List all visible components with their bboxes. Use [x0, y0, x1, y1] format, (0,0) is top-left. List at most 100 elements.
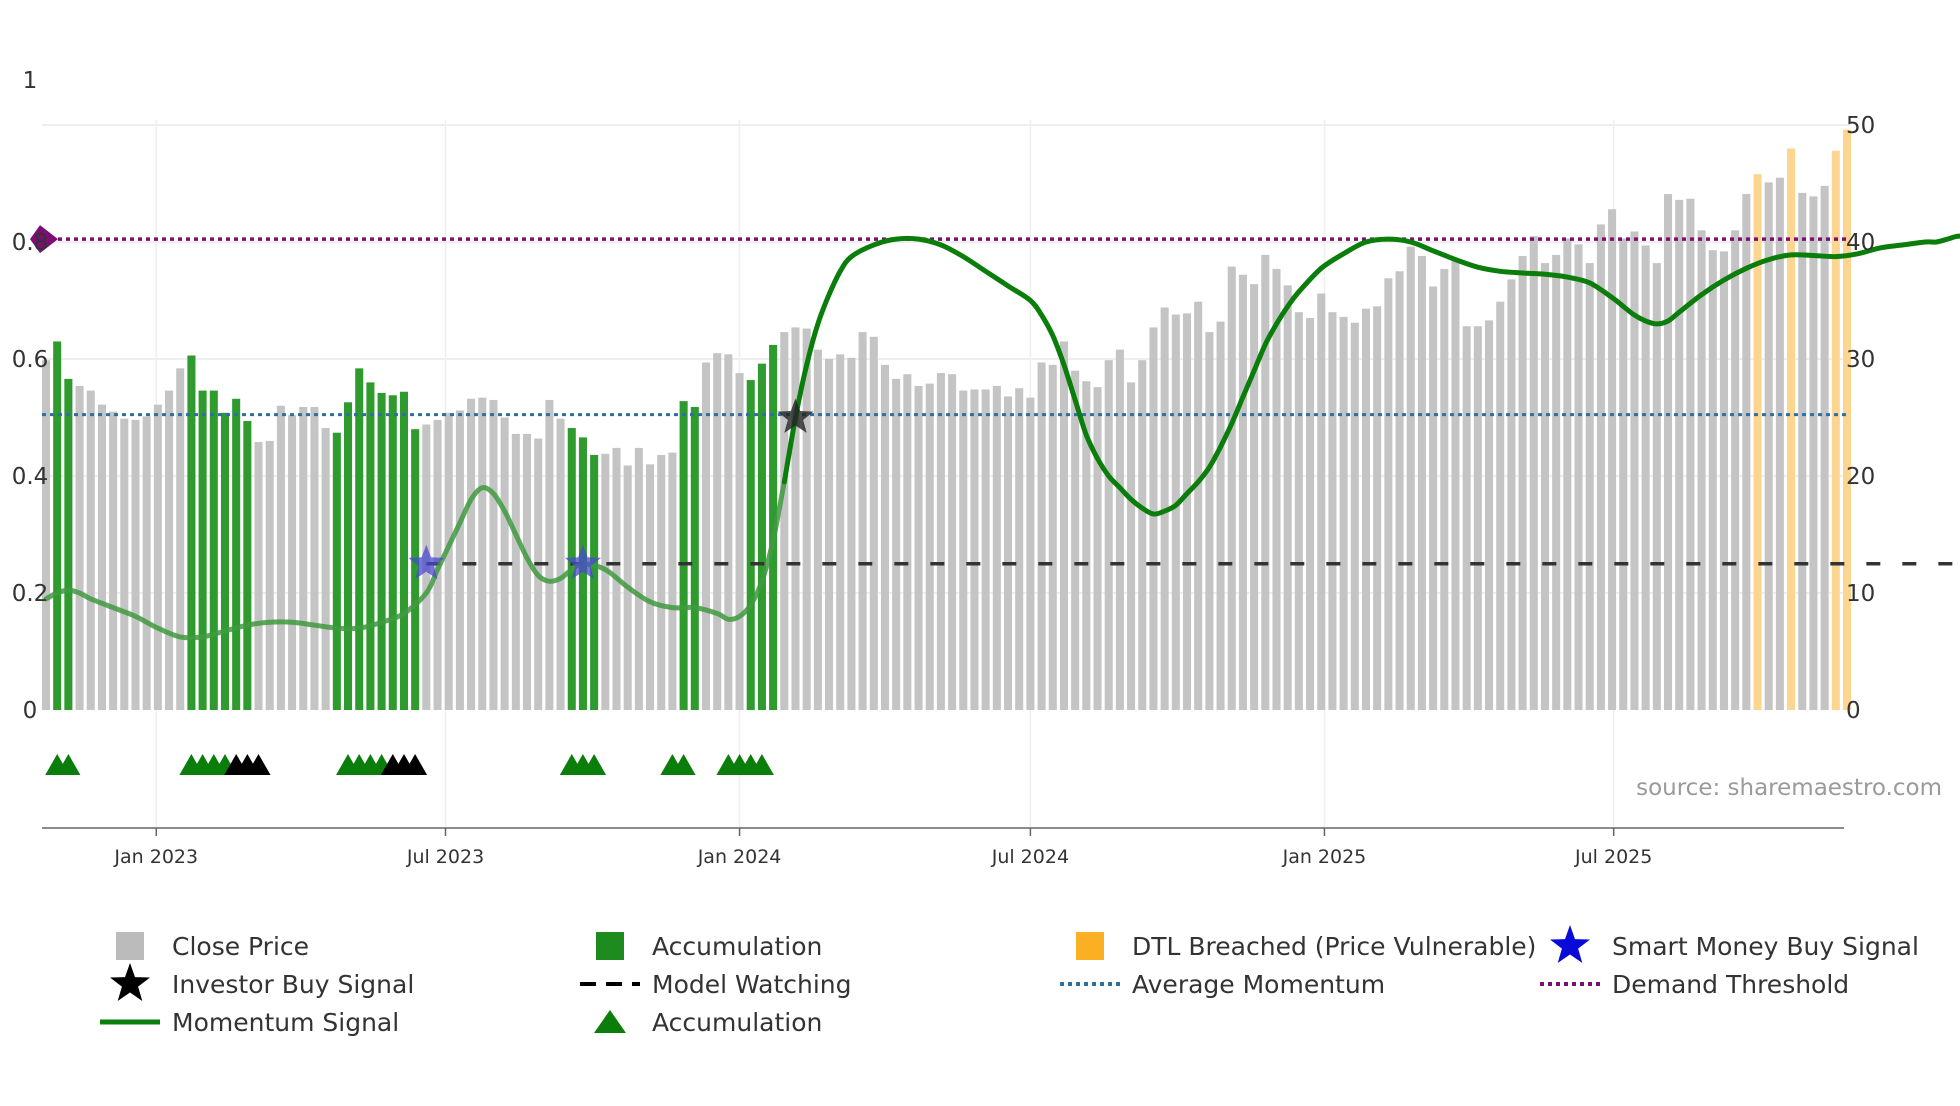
accumulation-bar — [198, 390, 207, 710]
close-price-bar — [791, 327, 800, 710]
close-price-bar — [914, 385, 923, 710]
close-price-bar — [1440, 268, 1449, 710]
close-price-bar — [1015, 388, 1024, 710]
close-price-bar — [299, 406, 308, 710]
close-price-bar — [131, 419, 140, 710]
legend-item-momentum-signal: Momentum Signal — [100, 1008, 399, 1037]
accumulation-marker-black — [246, 754, 271, 775]
close-price-bar — [97, 404, 106, 710]
legend: Close Price Accumulation DTL Breached (Pri… — [100, 925, 1919, 1037]
close-price-bar — [1641, 245, 1650, 710]
accumulation-bar — [232, 398, 241, 710]
close-price-bar — [1216, 321, 1225, 710]
close-price-bar — [1227, 266, 1236, 710]
legend-item-investor-buy-signal: Investor Buy Signal — [110, 963, 414, 1001]
close-price-bar — [1294, 312, 1303, 710]
close-price-bar — [455, 410, 464, 710]
close-price-bar — [892, 378, 901, 710]
close-price-bar — [1585, 263, 1594, 710]
accumulation-bar — [757, 363, 766, 710]
close-price-bar — [142, 416, 151, 710]
close-price-bar — [1563, 238, 1572, 711]
close-price-bar — [1719, 251, 1728, 711]
smart-money-buy-signal-star — [408, 544, 445, 580]
close-price-bar — [1697, 230, 1706, 711]
close-price-bar — [880, 364, 890, 710]
close-price-bar — [310, 406, 319, 710]
accumulation-bar — [746, 380, 755, 710]
accumulation-bar — [355, 368, 364, 710]
close-price-bar — [1339, 316, 1348, 710]
right-axis: 0 10 20 30 40 50 — [1846, 113, 1875, 724]
close-price-bar — [1104, 360, 1113, 710]
accumulation-marker-label: Accumulation — [652, 1008, 822, 1037]
close-price-bar — [847, 357, 856, 710]
smart-money-buy-signal-star-icon — [1550, 925, 1590, 963]
close-price-bar — [802, 328, 811, 710]
close-price-bar — [1373, 306, 1382, 710]
close-price-bar — [1361, 308, 1371, 710]
legend-item-accumulation-marker: Accumulation — [594, 1008, 822, 1037]
close-price-bar — [1675, 199, 1684, 710]
dtl-breached-label: DTL Breached (Price Vulnerable) — [1132, 932, 1536, 961]
investor-buy-signal-star — [777, 398, 814, 433]
left-tick-label: 0 — [23, 698, 38, 724]
close-price-label: Close Price — [172, 932, 309, 961]
close-price-bar — [478, 397, 487, 710]
left-tick-label: 1 — [23, 68, 38, 94]
accumulation-bar — [690, 406, 699, 710]
close-price-bar — [724, 354, 733, 710]
accumulation-bar — [590, 454, 599, 710]
legend-item-dtl-breached: DTL Breached (Price Vulnerable) — [1076, 932, 1536, 961]
right-tick-label: 10 — [1846, 581, 1875, 607]
accumulation-marker-black — [403, 754, 428, 775]
close-price-bar — [265, 440, 274, 710]
left-tick-label: 0.6 — [12, 347, 49, 373]
x-tick-label: Jan 2025 — [1282, 846, 1367, 868]
close-price-bar — [1317, 293, 1326, 710]
accumulation-marker — [671, 754, 696, 775]
close-price-bar — [948, 374, 957, 710]
close-price-bar — [1529, 236, 1538, 710]
close-price-bar — [869, 336, 878, 710]
dtl-breached-bar — [1842, 129, 1852, 710]
close-price-bar — [1552, 254, 1561, 710]
accumulation-bar — [411, 429, 420, 710]
accumulation-bar — [388, 395, 397, 710]
close-price-bar — [1462, 326, 1471, 710]
close-price-bar — [1798, 192, 1807, 711]
close-price-bar — [41, 360, 51, 710]
signal-markers — [45, 398, 814, 775]
close-price-bar — [1149, 327, 1158, 710]
right-tick-label: 50 — [1846, 113, 1875, 139]
close-price-bar — [489, 399, 498, 710]
close-price-bar — [1485, 320, 1494, 710]
close-price-bar — [1026, 397, 1035, 710]
close-price-bar — [1742, 194, 1751, 710]
close-price-bar — [1395, 271, 1404, 710]
right-tick-label: 40 — [1846, 230, 1875, 256]
accumulation-bar — [578, 437, 587, 710]
close-price-bar — [1764, 182, 1773, 710]
accumulation-bar — [220, 412, 230, 710]
accumulation-bar — [344, 402, 353, 710]
close-price-bar — [467, 398, 476, 710]
close-price-bar — [701, 362, 711, 710]
dtl-breached-bar — [1753, 174, 1762, 710]
right-tick-label: 30 — [1846, 347, 1875, 373]
close-price-bar — [903, 374, 912, 710]
accumulation-bar — [399, 391, 408, 710]
close-price-bar — [288, 415, 297, 710]
close-price-bar — [1417, 256, 1426, 710]
close-price-bar — [1820, 185, 1829, 711]
smart-money-buy-signal-star — [564, 544, 601, 580]
close-price-bar — [1429, 286, 1438, 710]
close-price-bar — [959, 390, 968, 710]
dtl-breached-bar — [1831, 150, 1840, 711]
close-price-bar — [1686, 198, 1695, 710]
close-price-bar — [713, 353, 722, 710]
axes: 0 0.2 0.4 0.6 0.8 1 0 10 20 30 40 50 Jan 2023 Jul 2… — [12, 68, 1876, 868]
close-price-bar — [1238, 274, 1247, 710]
close-price-bar — [1731, 230, 1740, 711]
